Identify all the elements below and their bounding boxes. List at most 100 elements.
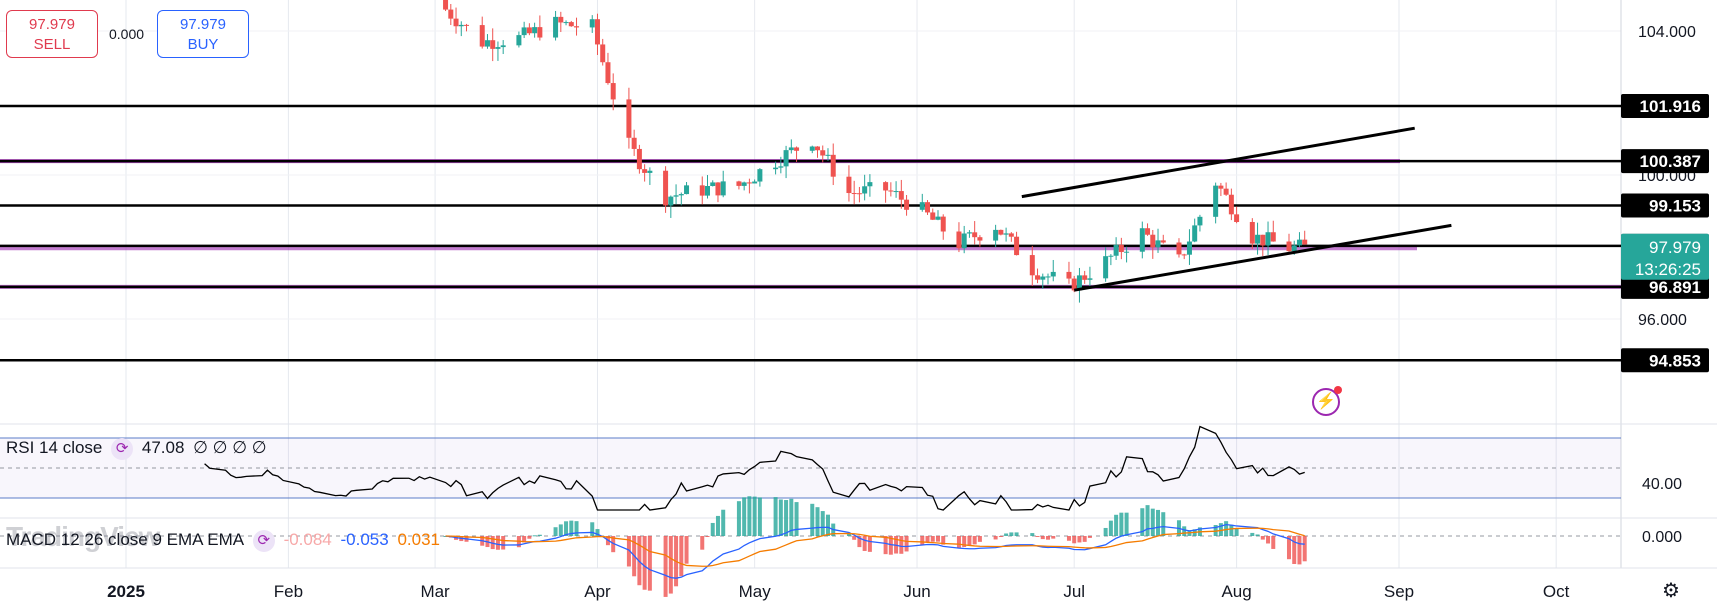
flash-icon[interactable]: ⚡ (1312, 386, 1342, 416)
candle-body (710, 182, 716, 186)
candle-body (699, 185, 705, 196)
candle-body (516, 35, 522, 46)
candle (720, 170, 726, 198)
candle (1145, 223, 1151, 236)
candle (464, 23, 470, 32)
candle-body (443, 0, 449, 10)
price-level-label-bg (1621, 149, 1709, 174)
macd-histogram-bar (899, 536, 904, 554)
candle (1213, 182, 1219, 224)
candle-body (453, 18, 459, 27)
sell-label: SELL (33, 36, 71, 53)
candle-body (883, 182, 889, 191)
rsi-legend[interactable]: RSI 14 close ⟳ 47.08 ∅ ∅ ∅ ∅ (6, 438, 271, 460)
candle (966, 230, 972, 238)
candle (636, 144, 642, 174)
macd-histogram-bar (663, 536, 668, 597)
macd-histogram-bar (998, 536, 1003, 537)
candle-body (867, 182, 873, 187)
macd-name: MACD 12 26 close 9 EMA EMA (6, 530, 245, 550)
macd-legend[interactable]: MACD 12 26 close 9 EMA EMA ⟳ -0.084 -0.0… (6, 530, 444, 552)
macd-histogram-bar (857, 536, 862, 548)
candle-body (448, 9, 454, 19)
candle-body (1249, 221, 1255, 244)
buy-button[interactable]: 97.979 BUY (157, 10, 249, 58)
candle-body (830, 154, 836, 177)
candle (516, 31, 522, 48)
refresh-icon[interactable]: ⟳ (111, 438, 134, 460)
candle-body (647, 170, 653, 173)
macd-histogram-bar (1072, 536, 1077, 544)
candle (495, 41, 501, 61)
candle-body (919, 202, 925, 210)
candle-body (668, 196, 674, 206)
candle-body (684, 185, 690, 195)
candle-body (783, 150, 789, 167)
countdown-text: 13:26:25 (1635, 260, 1701, 279)
macd-histogram-bar (941, 536, 946, 545)
candle (935, 210, 941, 221)
candle (610, 73, 616, 111)
price-level-label-text: 100.387 (1640, 152, 1701, 171)
candle-body (458, 24, 464, 27)
sell-button[interactable]: 97.979 SELL (6, 10, 98, 58)
trendline-upper (1021, 126, 1415, 199)
refresh-icon[interactable]: ⟳ (252, 530, 275, 552)
candle-body (495, 47, 501, 49)
candle-body (715, 182, 721, 196)
buy-label: BUY (187, 36, 219, 53)
candle (825, 148, 831, 161)
macd-histogram-bar (1035, 536, 1040, 537)
candle-body (809, 146, 815, 151)
candle (673, 184, 679, 205)
candle-body (925, 202, 931, 213)
candle (458, 21, 464, 37)
candle-body (757, 169, 763, 182)
candle (448, 3, 454, 26)
candle (574, 17, 580, 36)
macd-histogram-bar (574, 521, 579, 536)
candle (526, 23, 532, 36)
macd-y-tick: 0.000 (1642, 529, 1682, 546)
candle (904, 195, 910, 216)
candle (993, 224, 999, 248)
candle-body (537, 27, 543, 38)
macd-histogram-bar (590, 522, 595, 536)
candle-body (773, 167, 779, 170)
candle-body (1045, 276, 1051, 278)
macd-histogram-bar (700, 536, 705, 550)
candle (605, 52, 611, 85)
candle-body (1082, 275, 1088, 280)
settings-icon[interactable]: ⚙ (1662, 580, 1680, 602)
y-tick-label: 96.000 (1638, 312, 1687, 329)
macd-histogram-bar (1229, 524, 1234, 536)
candle (846, 165, 852, 202)
candle (856, 186, 862, 203)
candle-body (1139, 228, 1145, 252)
macd-histogram-bar (1145, 505, 1150, 536)
macd-histogram-bar (1213, 525, 1218, 536)
candle (563, 20, 569, 26)
candle-body (825, 154, 831, 156)
candle (898, 179, 904, 209)
macd-histogram-bar (684, 536, 689, 564)
candle (1192, 218, 1198, 243)
macd-histogram-bar (1082, 536, 1087, 542)
candle (972, 221, 978, 245)
candle (830, 143, 836, 186)
candle (1050, 259, 1056, 282)
buy-price: 97.979 (180, 16, 226, 33)
macd-histogram-bar (532, 535, 537, 537)
rsi-line (204, 425, 1305, 511)
candle-body (1087, 278, 1093, 280)
x-tick-label: May (739, 582, 772, 601)
candle-body (642, 169, 648, 173)
candles-group (443, 0, 1308, 303)
candle-body (935, 216, 941, 220)
candle (558, 11, 564, 33)
candle (1014, 231, 1020, 256)
candle (626, 87, 632, 149)
candle (1045, 273, 1051, 285)
candle-body (663, 170, 669, 206)
